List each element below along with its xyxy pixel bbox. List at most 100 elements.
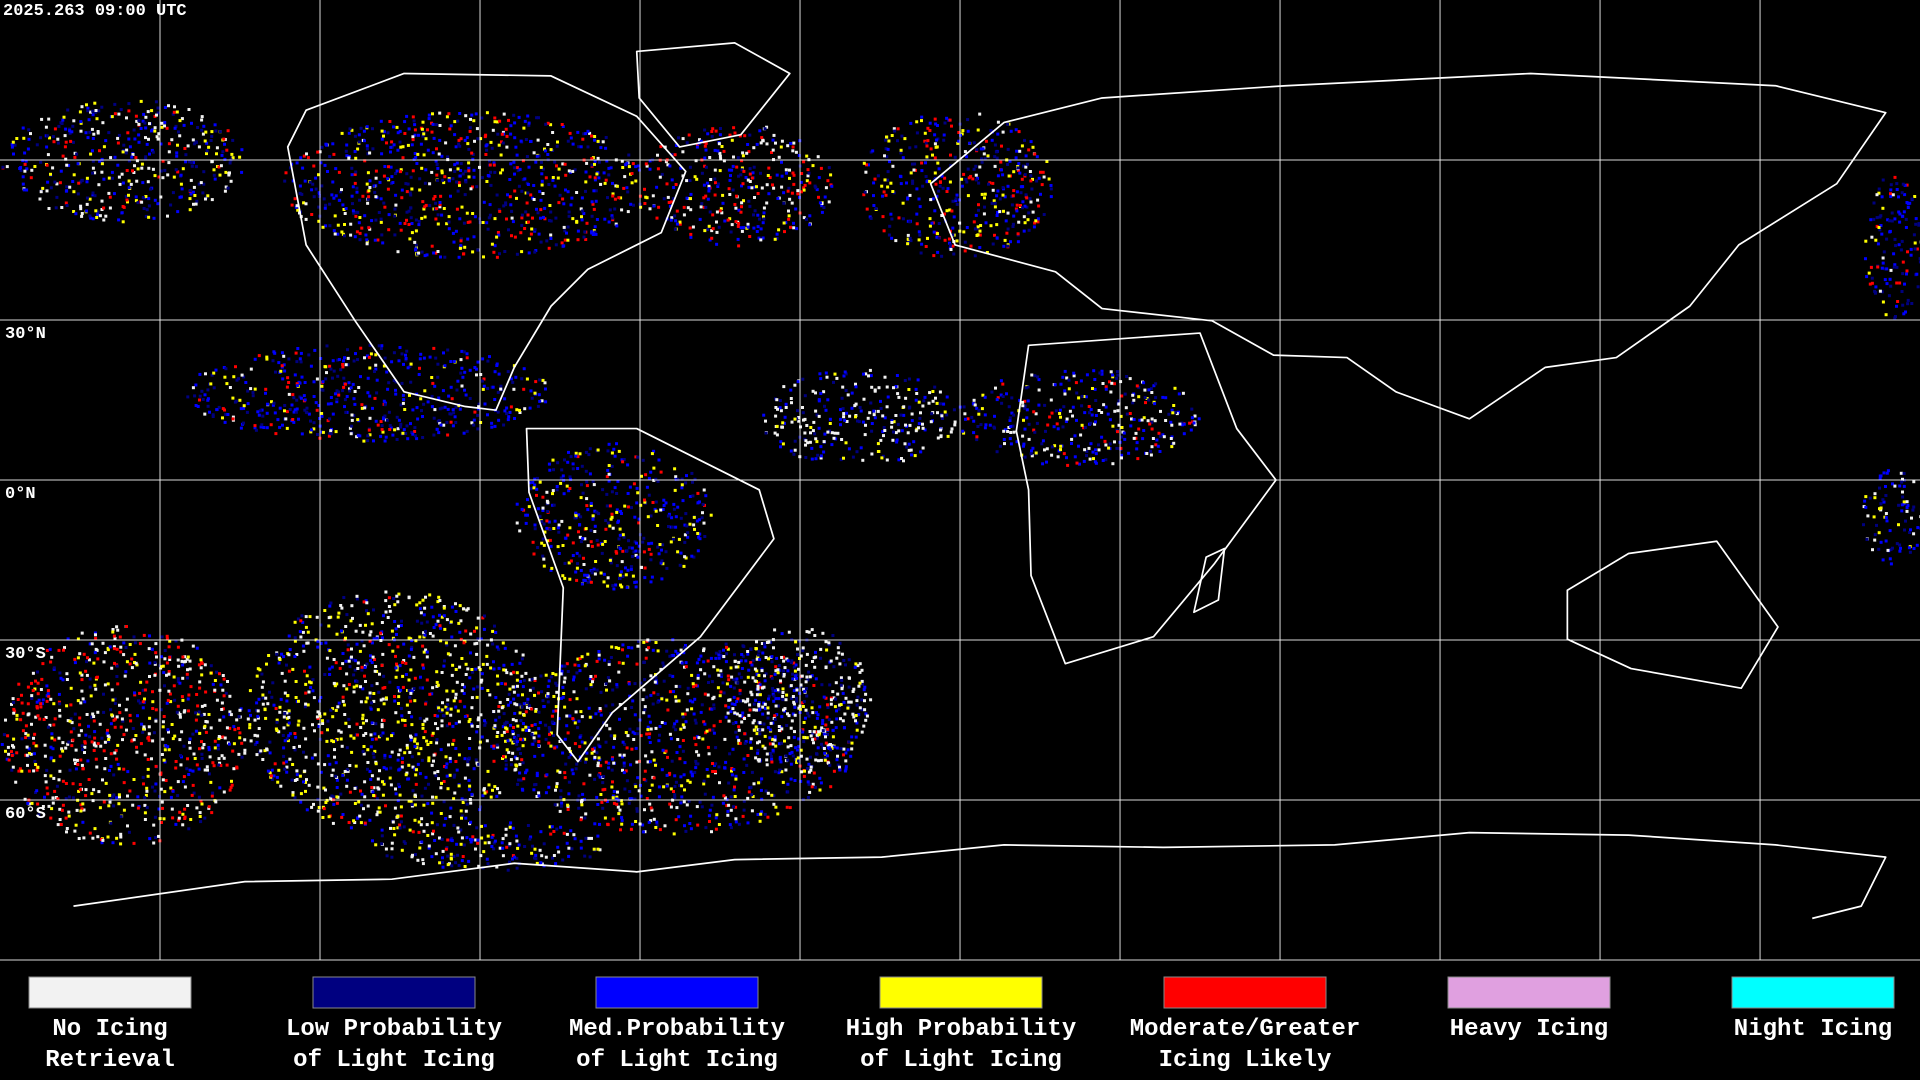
icing-pixel <box>577 513 581 517</box>
icing-pixel <box>641 540 645 544</box>
icing-pixel <box>920 169 924 173</box>
icing-pixel <box>485 739 489 743</box>
icing-pixel <box>321 388 325 392</box>
icing-pixel <box>122 641 126 645</box>
icing-pixel <box>445 643 449 647</box>
icing-pixel <box>75 808 79 812</box>
icing-pixel <box>460 689 464 693</box>
icing-pixel <box>952 408 956 412</box>
icing-pixel <box>421 598 425 602</box>
icing-pixel <box>1011 222 1015 226</box>
icing-pixel <box>144 195 148 198</box>
icing-pixel <box>906 242 910 246</box>
icing-pixel <box>112 647 116 651</box>
icing-pixel <box>401 756 404 760</box>
icing-pixel <box>111 698 115 702</box>
icing-pixel <box>407 678 411 682</box>
icing-pixel <box>1072 374 1076 378</box>
icing-pixel <box>603 181 607 185</box>
icing-pixel <box>569 136 573 140</box>
icing-pixel <box>167 104 170 108</box>
icing-pixel <box>127 159 131 163</box>
icing-pixel <box>381 731 385 735</box>
icing-pixel <box>353 181 357 185</box>
icing-pixel <box>211 791 215 795</box>
icing-pixel <box>365 242 369 246</box>
icing-pixel <box>202 743 206 746</box>
icing-pixel <box>76 162 80 166</box>
icing-pixel <box>518 167 522 171</box>
icing-pixel <box>393 428 397 432</box>
icing-pixel <box>1117 423 1121 427</box>
icing-pixel <box>459 619 463 623</box>
icing-pixel <box>382 766 386 770</box>
icing-pixel <box>805 179 809 183</box>
icing-pixel <box>138 701 142 705</box>
icing-pixel <box>760 136 764 140</box>
icing-pixel <box>430 130 434 134</box>
icing-pixel <box>687 133 691 137</box>
icing-pixel <box>458 112 462 115</box>
icing-pixel <box>341 389 345 393</box>
icing-pixel <box>292 410 296 414</box>
icing-pixel <box>547 520 551 524</box>
icing-pixel <box>649 470 653 474</box>
icing-pixel <box>507 415 511 419</box>
icing-pixel <box>379 434 383 438</box>
icing-pixel <box>358 216 362 219</box>
icing-pixel <box>606 576 610 580</box>
icing-pixel <box>58 754 62 758</box>
icing-pixel <box>110 713 114 717</box>
icing-pixel <box>759 227 763 231</box>
icing-pixel <box>55 195 59 199</box>
icing-pixel <box>98 722 102 726</box>
icing-pixel <box>962 230 966 234</box>
icing-pixel <box>430 244 434 248</box>
icing-pixel <box>411 115 415 119</box>
icing-pixel <box>472 687 476 691</box>
icing-pixel <box>163 657 167 661</box>
icing-pixel <box>1016 166 1020 170</box>
icing-pixel <box>311 678 315 682</box>
icing-pixel <box>1075 391 1079 395</box>
icing-pixel <box>304 202 308 206</box>
icing-pixel <box>1006 163 1010 166</box>
icing-pixel <box>736 237 740 241</box>
icing-pixel <box>536 404 540 408</box>
icing-pixel <box>226 186 230 190</box>
icing-pixel <box>476 725 480 728</box>
icing-pixel <box>698 138 701 142</box>
icing-pixel <box>1083 448 1087 452</box>
icing-pixel <box>624 573 628 577</box>
icing-pixel <box>382 399 386 403</box>
icing-pixel <box>1001 173 1005 177</box>
icing-pixel <box>728 193 732 196</box>
icing-pixel <box>1135 441 1139 445</box>
icing-pixel <box>719 157 723 161</box>
icing-pixel <box>465 608 469 612</box>
icing-pixel <box>413 434 417 438</box>
icing-pixel <box>19 168 23 172</box>
icing-pixel <box>975 438 979 442</box>
icing-pixel <box>910 419 914 423</box>
icing-pixel <box>739 226 743 230</box>
icing-pixel <box>209 664 213 668</box>
icing-pixel <box>526 498 529 502</box>
icing-pixel <box>49 697 53 701</box>
icing-pixel <box>940 254 944 258</box>
icing-pixel <box>426 128 429 132</box>
icing-pixel <box>287 381 291 384</box>
icing-pixel <box>885 458 889 462</box>
icing-pixel <box>203 816 207 820</box>
icing-pixel <box>314 176 318 180</box>
icing-pixel <box>1103 439 1107 443</box>
icing-pixel <box>604 136 608 139</box>
icing-pixel <box>986 154 990 158</box>
icing-pixel <box>90 715 94 719</box>
icing-pixel <box>421 436 425 439</box>
icing-pixel <box>935 235 939 239</box>
icing-pixel <box>577 530 580 534</box>
icing-pixel <box>607 173 611 177</box>
icing-pixel <box>140 162 144 166</box>
icing-pixel <box>940 174 944 178</box>
